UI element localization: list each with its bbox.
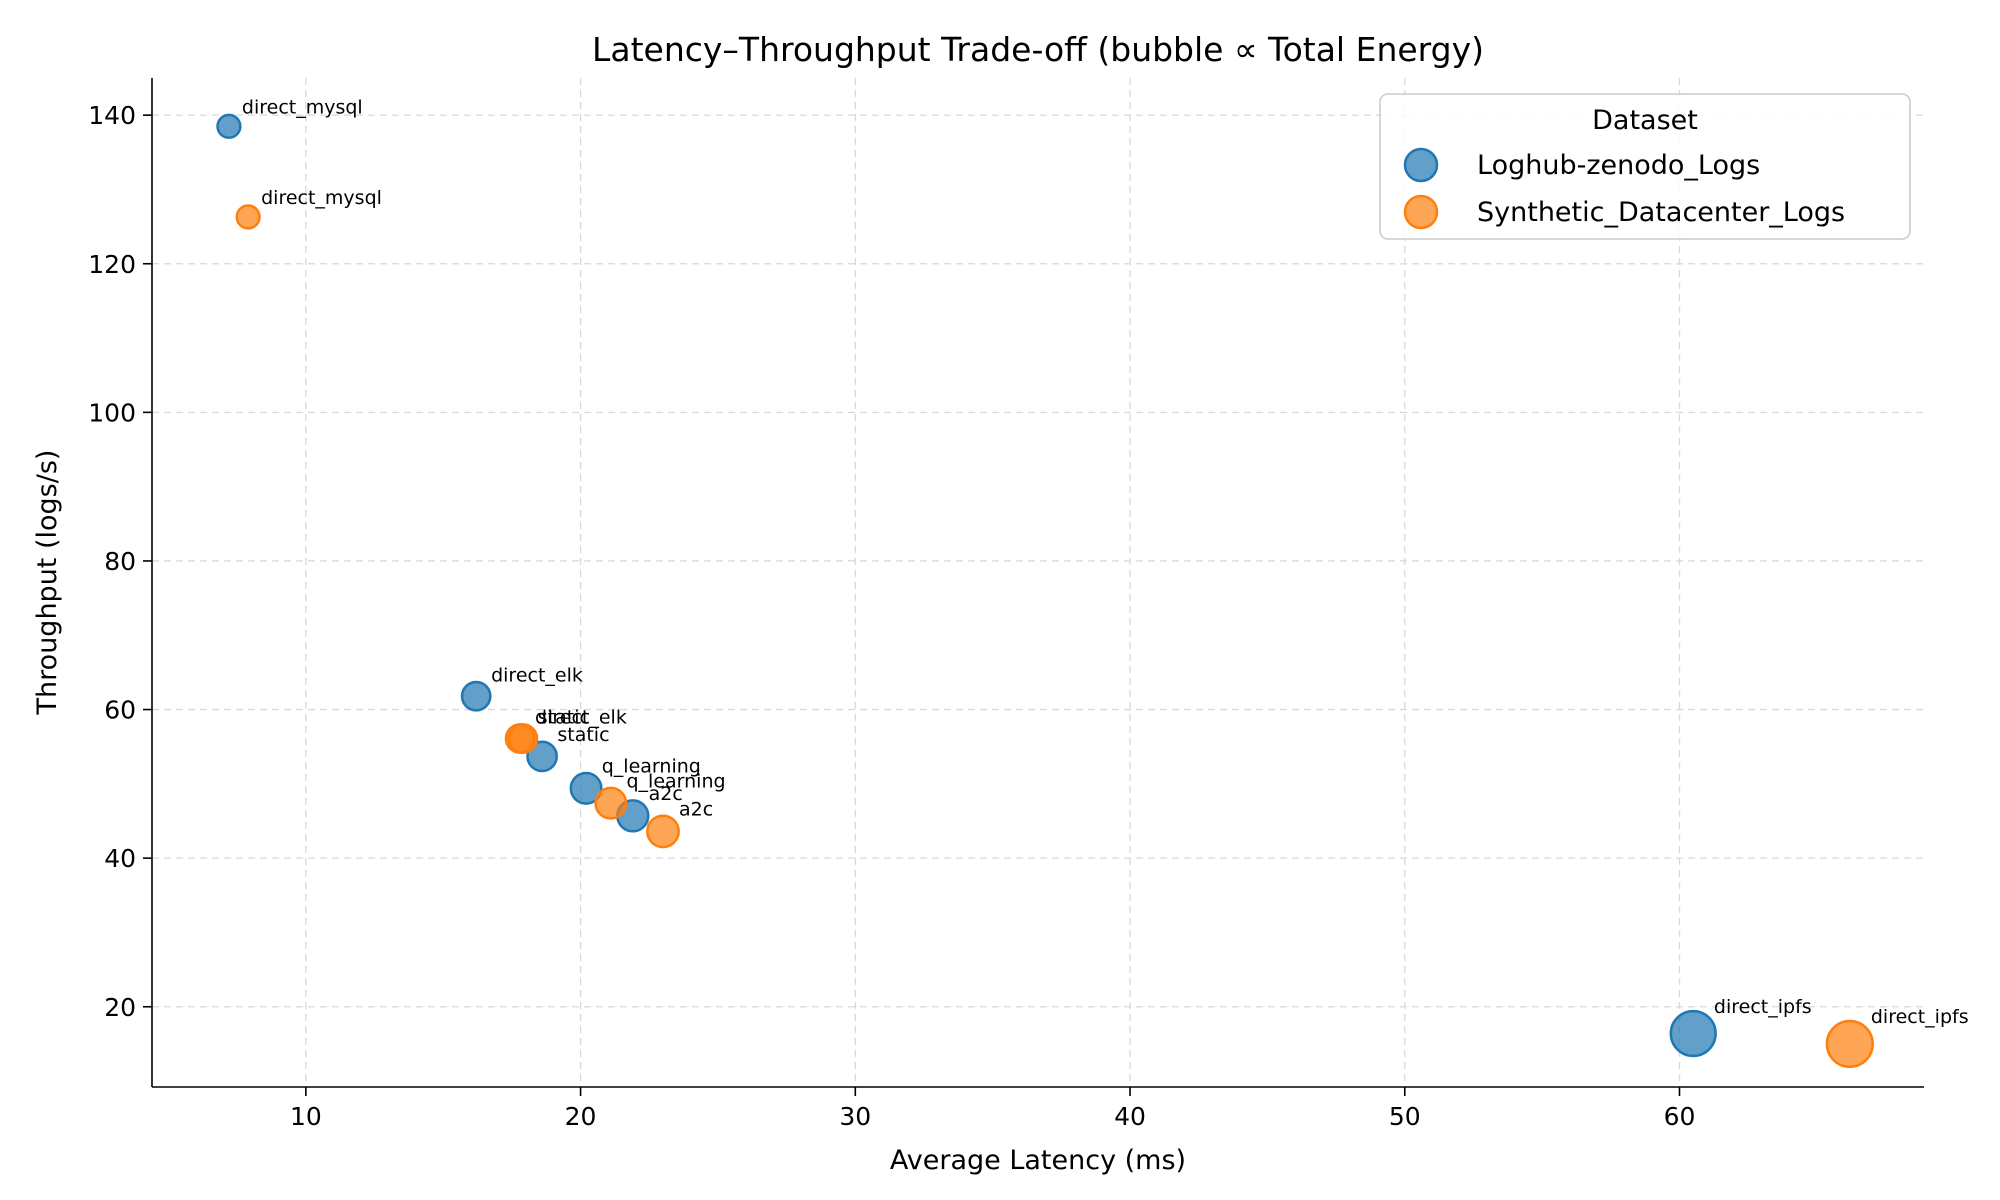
data-point [1669, 1009, 1717, 1058]
point-label: direct_elk [535, 707, 627, 729]
point-label: static [557, 724, 609, 746]
data-point [216, 113, 242, 139]
legend-marker-loghub [1403, 147, 1439, 183]
y-tick-label: 120 [88, 250, 136, 279]
point-label: direct_mysql [242, 96, 363, 118]
legend-title: Dataset [1592, 105, 1698, 136]
y-tick-label: 60 [104, 696, 136, 725]
point-label: direct_ipfs [1714, 996, 1812, 1018]
y-tick-label: 140 [88, 101, 136, 130]
data-point [235, 204, 261, 230]
y-tick-label: 20 [104, 993, 136, 1022]
point-label: a2c [679, 798, 713, 820]
point-label: q_learning [602, 756, 701, 778]
data-point [569, 771, 603, 805]
legend-frame [1379, 93, 1911, 240]
legend-label-loghub: Loghub-zenodo_Logs [1477, 150, 1760, 181]
x-tick-label: 40 [1114, 1102, 1146, 1131]
point-label: direct_ipfs [1871, 1006, 1969, 1028]
y-tick-label: 80 [104, 547, 136, 576]
chart-title: Latency–Throughput Trade-off (bubble ∝ T… [592, 30, 1484, 69]
legend-label-synthetic: Synthetic_Datacenter_Logs [1477, 197, 1845, 228]
point-label: static [538, 707, 590, 729]
legend-marker-synthetic [1403, 194, 1439, 230]
x-axis-ticks: 10 20 30 40 50 60 [290, 1087, 1695, 1131]
x-tick-label: 20 [565, 1102, 597, 1131]
data-points [216, 113, 1874, 1069]
point-labels: direct_mysqldirect_elkstaticq_learninga2… [242, 96, 1969, 1028]
x-axis-label: Average Latency (ms) [890, 1145, 1186, 1176]
data-point [507, 723, 539, 754]
data-point [646, 814, 680, 849]
y-tick-label: 100 [88, 398, 136, 427]
x-tick-label: 60 [1664, 1102, 1696, 1131]
point-label: q_learning [626, 770, 725, 792]
data-point [1825, 1019, 1874, 1069]
y-tick-label: 40 [104, 844, 136, 873]
data-point [460, 680, 492, 712]
legend: Dataset Loghub-zenodo_Logs Synthetic_Dat… [1379, 93, 1911, 240]
point-label: a2c [649, 783, 683, 805]
data-point [526, 740, 558, 773]
grid-lines [152, 78, 1924, 1087]
point-label: direct_mysql [261, 187, 382, 209]
data-point [594, 786, 628, 820]
y-axis-ticks: 20 40 60 80 100 120 140 [88, 101, 152, 1022]
y-axis-label: Throughput (logs/s) [32, 450, 63, 716]
point-label: direct_elk [491, 664, 583, 686]
x-tick-label: 10 [290, 1102, 322, 1131]
x-tick-label: 30 [839, 1102, 871, 1131]
x-tick-label: 50 [1389, 1102, 1421, 1131]
